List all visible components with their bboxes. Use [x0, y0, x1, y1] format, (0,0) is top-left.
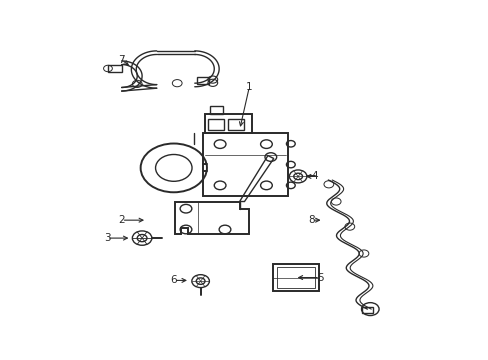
Bar — [276, 267, 315, 288]
Bar — [272, 264, 319, 291]
Text: 1: 1 — [245, 82, 252, 92]
Bar — [210, 106, 222, 114]
Text: 3: 3 — [103, 233, 110, 243]
Text: 4: 4 — [311, 171, 318, 181]
Bar — [108, 65, 122, 72]
Bar — [205, 114, 251, 134]
Bar — [361, 307, 372, 314]
Bar — [197, 77, 209, 84]
Text: 5: 5 — [316, 273, 323, 283]
Bar — [207, 119, 224, 130]
Text: 7: 7 — [118, 55, 124, 65]
Text: 8: 8 — [308, 215, 314, 225]
Text: 2: 2 — [118, 215, 124, 225]
Text: 6: 6 — [170, 275, 177, 285]
Bar — [203, 134, 288, 196]
Bar — [228, 119, 244, 130]
